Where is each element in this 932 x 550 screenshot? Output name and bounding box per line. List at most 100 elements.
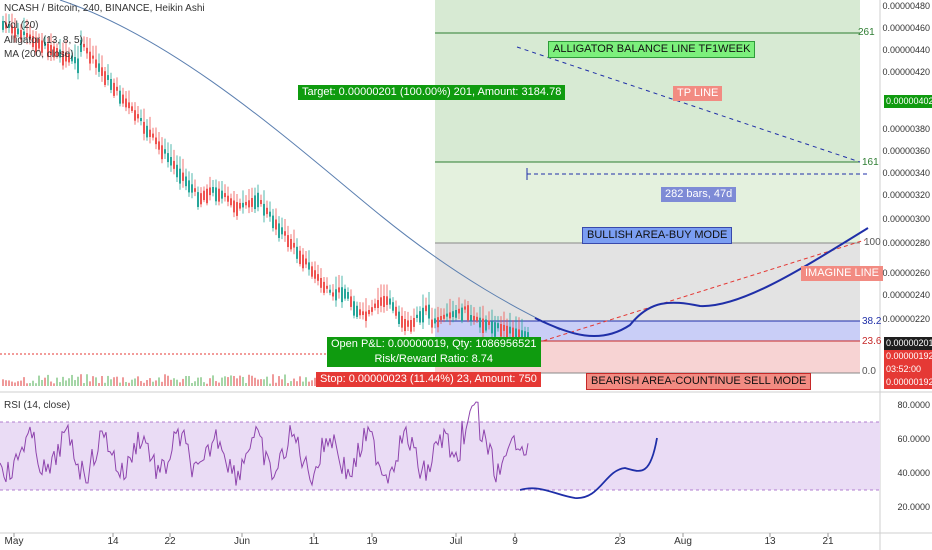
candle-body (470, 315, 472, 321)
candle-body (407, 320, 409, 327)
candle-body (293, 242, 295, 248)
volume-bar (191, 383, 193, 386)
volume-bar (266, 376, 268, 386)
price-tick: 0.00000380 (882, 124, 930, 134)
candle-body (98, 63, 100, 72)
candle-body (32, 36, 34, 48)
volume-bar (149, 378, 151, 386)
candle-body (332, 292, 334, 297)
candle-body (368, 310, 370, 315)
candle-body (158, 141, 160, 150)
candle-body (44, 42, 46, 46)
fib-38-zone (435, 321, 860, 341)
time-tick: Jun (233, 536, 251, 547)
volume-bar (287, 383, 289, 386)
rsi-band (0, 422, 880, 490)
price-tick: 0.00000280 (882, 238, 930, 248)
candle-body (485, 319, 487, 331)
candle-body (104, 71, 106, 85)
volume-bar (248, 374, 250, 386)
candle-body (287, 235, 289, 248)
candle-body (86, 47, 88, 54)
candle-body (227, 195, 229, 202)
candle-body (404, 318, 406, 332)
candle-body (275, 219, 277, 230)
candle-body (188, 180, 190, 193)
candle-body (482, 318, 484, 333)
candle-body (143, 121, 145, 134)
candle-body (194, 188, 196, 192)
candle-body (2, 21, 4, 30)
volume-bar (206, 383, 208, 386)
candle-body (410, 319, 412, 332)
volume-bar (2, 379, 4, 386)
candle-body (125, 98, 127, 108)
volume-bar (242, 376, 244, 386)
candle-body (386, 296, 388, 305)
volume-bar (38, 375, 40, 386)
candle-body (383, 295, 385, 308)
candle-body (317, 274, 319, 281)
candle-body (74, 57, 76, 64)
rsi-tick: 60.0000 (897, 434, 930, 444)
candle-body (47, 43, 49, 58)
volume-bar (146, 380, 148, 386)
symbol-title: NCASH / Bitcoin, 240, BINANCE, Heikin As… (4, 3, 205, 14)
volume-bar (182, 378, 184, 386)
price-tag-current: 0.00000201 (884, 337, 932, 350)
volume-bar (173, 378, 175, 386)
rsi-tick: 20.0000 (897, 502, 930, 512)
candle-body (92, 55, 94, 59)
candle-body (347, 292, 349, 299)
candle-body (197, 192, 199, 207)
volume-bar (260, 379, 262, 386)
price-tick: 0.00000480 (882, 1, 930, 11)
volume-bar (203, 382, 205, 386)
price-tag-low2: 0.00000192 (884, 376, 932, 389)
volume-bar (95, 377, 97, 386)
candle-body (245, 201, 247, 206)
candle-body (38, 39, 40, 49)
candle-body (173, 160, 175, 169)
candle-body (41, 40, 43, 53)
time-tick: Aug (674, 536, 692, 547)
open-pl-label: Open P&L: 0.00000019, Qty: 1086956521 Ri… (327, 337, 541, 367)
candle-body (149, 129, 151, 138)
volume-bar (194, 381, 196, 386)
volume-bar (11, 381, 13, 386)
candle-body (140, 118, 142, 122)
volume-bar (233, 376, 235, 386)
candle-body (152, 133, 154, 138)
fib-161: 161 (862, 157, 879, 168)
volume-bar (197, 377, 199, 386)
volume-bar (44, 377, 46, 386)
candle-body (179, 168, 181, 184)
candle-body (338, 287, 340, 293)
candle-body (116, 86, 118, 91)
time-tick: 9 (512, 536, 518, 547)
candle-body (107, 75, 109, 80)
ma-200-line (59, 0, 561, 331)
candle-body (101, 67, 103, 76)
candle-body (89, 51, 91, 64)
volume-bar (284, 374, 286, 386)
candle-body (281, 227, 283, 235)
candle-body (506, 325, 508, 341)
volume-bar (128, 382, 130, 386)
candle-body (176, 164, 178, 178)
candle-body (212, 187, 214, 193)
candle-body (443, 314, 445, 319)
volume-bar (32, 380, 34, 386)
candle-body (80, 40, 82, 52)
candle-body (167, 153, 169, 163)
time-tick: 14 (107, 536, 119, 547)
time-tick: 23 (614, 536, 626, 547)
fib-100: 100 (864, 237, 881, 248)
price-tick: 0.00000460 (882, 23, 930, 33)
candle-body (137, 114, 139, 119)
candle-body (170, 157, 172, 166)
candle-body (272, 215, 274, 229)
candle-body (191, 184, 193, 193)
candle-body (452, 311, 454, 318)
candle-body (491, 321, 493, 334)
